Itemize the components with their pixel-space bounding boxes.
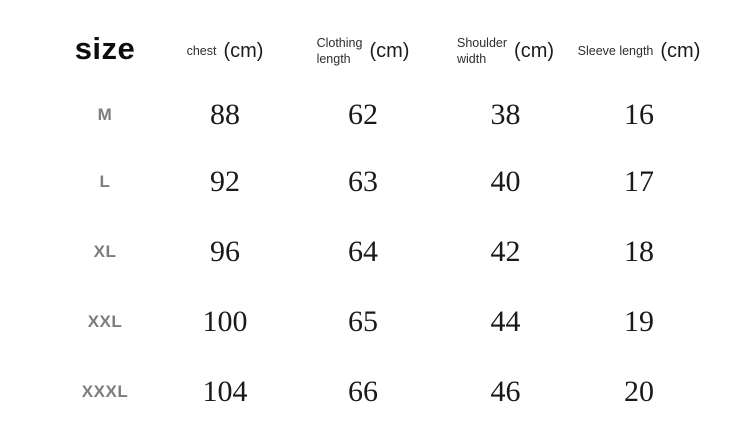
unit-label: (cm) — [369, 39, 410, 62]
cell-chest: 92 — [210, 164, 240, 198]
cell-shoulder-width: 40 — [490, 164, 521, 198]
cell-sleeve-length: 18 — [624, 235, 654, 268]
cell-clothing-length: 62 — [348, 97, 378, 131]
page-title: size — [74, 31, 136, 66]
cell-sleeve-length: 17 — [624, 164, 654, 198]
column-header-shoulder-width: Shoulder width (cm) — [437, 0, 574, 82]
row-size-label: M — [97, 104, 113, 124]
row-size-label: XXL — [87, 312, 123, 331]
cell-sleeve-length: 19 — [624, 305, 654, 338]
row-size-label: XL — [93, 242, 117, 261]
column-header-label: Clothing length — [316, 36, 363, 66]
cell-chest: 88 — [210, 97, 240, 131]
cell-chest: 104 — [202, 375, 248, 408]
cell-chest: 100 — [202, 305, 248, 338]
column-header-chest: chest (cm) — [161, 0, 289, 82]
cell-clothing-length: 65 — [348, 305, 378, 338]
unit-label: (cm) — [514, 39, 555, 62]
column-header-label: Shoulder width — [456, 36, 508, 66]
cell-clothing-length: 66 — [348, 375, 378, 408]
cell-shoulder-width: 44 — [490, 305, 521, 338]
row-size-label: XXXL — [81, 382, 129, 401]
column-header-label: chest — [186, 44, 217, 58]
column-header-label: Sleeve length — [577, 44, 654, 58]
cell-sleeve-length: 20 — [624, 375, 654, 408]
row-size-label: L — [99, 171, 111, 191]
cell-shoulder-width: 38 — [490, 97, 521, 131]
cell-shoulder-width: 42 — [490, 235, 521, 268]
size-chart-table: size chest (cm) Clothing length (cm) Sho… — [49, 0, 746, 428]
column-header-sleeve-length: Sleeve length (cm) — [574, 0, 704, 82]
cell-shoulder-width: 46 — [490, 375, 521, 408]
cell-chest: 96 — [210, 235, 240, 268]
column-header-clothing-length: Clothing length (cm) — [289, 0, 437, 82]
unit-label: (cm) — [660, 39, 701, 62]
cell-clothing-length: 64 — [348, 235, 378, 268]
cell-sleeve-length: 16 — [624, 97, 654, 131]
unit-label: (cm) — [223, 39, 264, 62]
cell-clothing-length: 63 — [348, 164, 378, 198]
